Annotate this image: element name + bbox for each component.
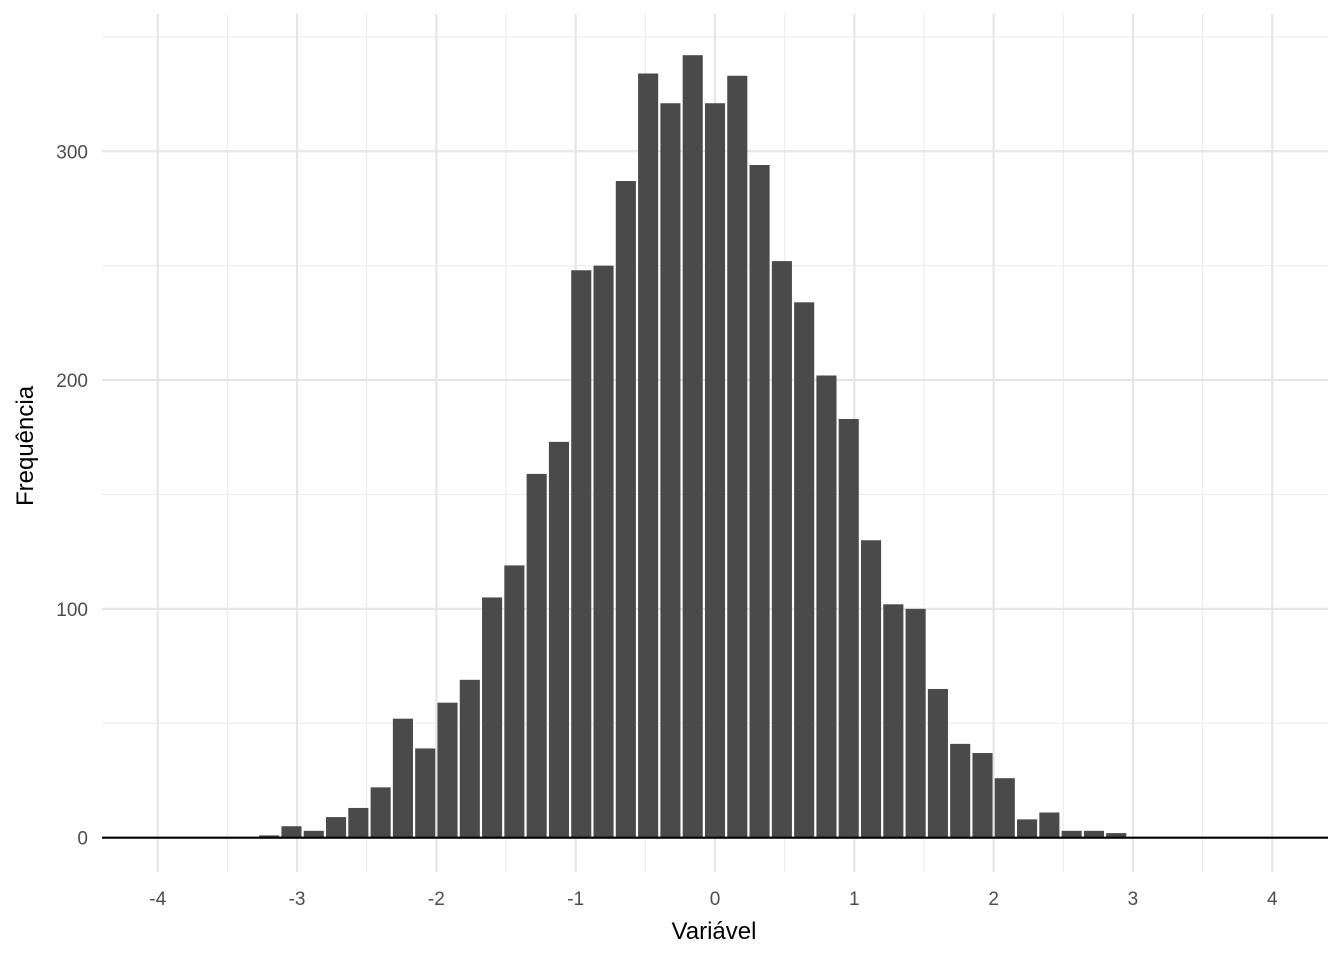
histogram-bar xyxy=(482,597,503,838)
histogram-bar xyxy=(638,73,659,838)
x-tick-label: 4 xyxy=(1267,889,1278,910)
x-tick-label: 1 xyxy=(849,889,860,910)
y-tick-label: 300 xyxy=(56,142,88,163)
y-tick-label: 100 xyxy=(56,600,88,621)
histogram-bar xyxy=(682,55,703,838)
histogram-bar xyxy=(370,787,391,838)
histogram-bar xyxy=(727,75,748,838)
histogram-bar xyxy=(504,565,525,838)
histogram-bar xyxy=(326,817,347,838)
histogram-bar xyxy=(437,702,458,838)
x-tick-label: 2 xyxy=(988,889,999,910)
histogram-bars xyxy=(259,55,1127,838)
histogram-bar xyxy=(1083,830,1104,838)
x-tick-label: -4 xyxy=(149,889,166,910)
histogram-bar xyxy=(526,473,547,838)
histogram-bar xyxy=(303,830,324,838)
histogram-bar xyxy=(593,265,614,838)
histogram-bar xyxy=(615,181,636,838)
histogram-bar xyxy=(392,718,413,838)
histogram-bar xyxy=(950,743,971,838)
histogram-bar xyxy=(749,165,770,838)
histogram-bar xyxy=(660,103,681,838)
histogram-bar xyxy=(571,270,592,838)
x-tick-label: -1 xyxy=(567,889,584,910)
histogram-bar xyxy=(994,778,1015,838)
histogram-bar xyxy=(415,748,436,838)
histogram-bar xyxy=(281,826,302,838)
x-axis-title: Variável xyxy=(672,918,757,945)
histogram-bar xyxy=(348,807,369,838)
x-axis-tick-labels: -4 -3 -2 -1 0 1 2 3 4 xyxy=(149,889,1278,910)
histogram-bar xyxy=(860,540,882,838)
histogram-bar xyxy=(459,679,480,838)
histogram-bar xyxy=(1039,812,1060,838)
x-tick-label: 0 xyxy=(710,889,721,910)
x-tick-label: 3 xyxy=(1128,889,1139,910)
histogram-bar xyxy=(704,103,726,838)
histogram-bar xyxy=(883,604,904,838)
histogram-bar xyxy=(972,753,993,838)
y-tick-label: 0 xyxy=(77,829,88,850)
histogram-bar xyxy=(771,261,792,838)
histogram-bar xyxy=(927,688,948,838)
y-axis-title: Frequência xyxy=(12,385,39,506)
x-tick-label: -3 xyxy=(289,889,306,910)
histogram-bar xyxy=(794,302,815,838)
histogram-bar xyxy=(905,608,926,838)
x-tick-label: -2 xyxy=(428,889,445,910)
y-tick-label: 200 xyxy=(56,371,88,392)
y-axis-tick-labels: 0 100 200 300 xyxy=(56,142,88,849)
histogram-bar xyxy=(259,835,280,838)
histogram-bar xyxy=(1106,833,1127,838)
histogram-bar xyxy=(838,418,859,838)
histogram-bar xyxy=(548,441,570,838)
histogram-bar xyxy=(816,375,837,838)
histogram-bar xyxy=(1061,830,1082,838)
histogram-bar xyxy=(1017,819,1038,838)
